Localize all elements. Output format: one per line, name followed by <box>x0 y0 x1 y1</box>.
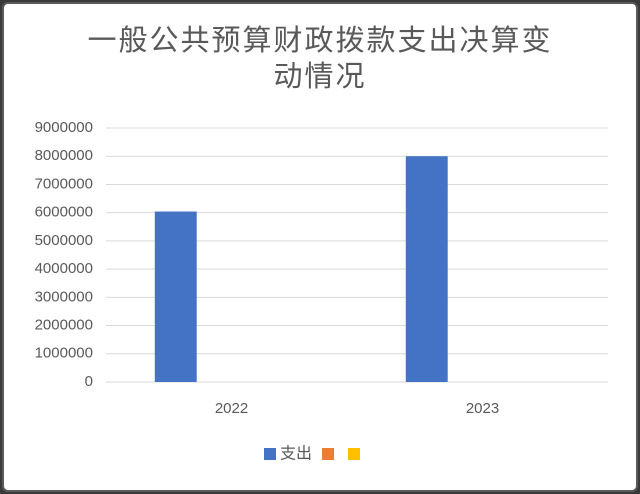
y-tick-label: 2000000 <box>35 317 93 334</box>
y-tick-label: 1000000 <box>35 345 93 362</box>
y-tick-label: 8000000 <box>35 147 93 164</box>
y-tick-label: 7000000 <box>35 175 93 192</box>
y-tick-label: 4000000 <box>35 260 93 277</box>
y-tick-label: 5000000 <box>35 232 93 249</box>
bar <box>154 211 197 382</box>
y-tick-label: 6000000 <box>35 204 93 221</box>
y-tick-label: 9000000 <box>35 119 93 136</box>
y-tick-label: 0 <box>85 373 93 390</box>
bar <box>405 156 448 382</box>
legend-swatch <box>264 448 276 460</box>
chart-title: 一般公共预算财政拨款支出决算变动情况 <box>87 23 553 93</box>
legend-swatch <box>322 448 335 460</box>
x-tick-label: 2022 <box>215 400 248 417</box>
x-tick-label: 2023 <box>466 400 499 417</box>
legend-swatch <box>348 448 361 460</box>
legend-label: 支出 <box>280 444 312 463</box>
y-tick-label: 3000000 <box>35 288 93 305</box>
